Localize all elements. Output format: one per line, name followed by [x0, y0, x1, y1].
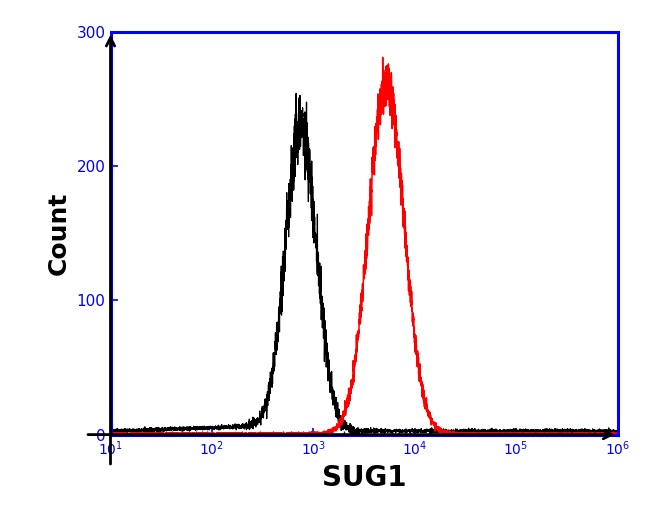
Y-axis label: Count: Count — [47, 191, 71, 275]
X-axis label: SUG1: SUG1 — [322, 464, 406, 492]
